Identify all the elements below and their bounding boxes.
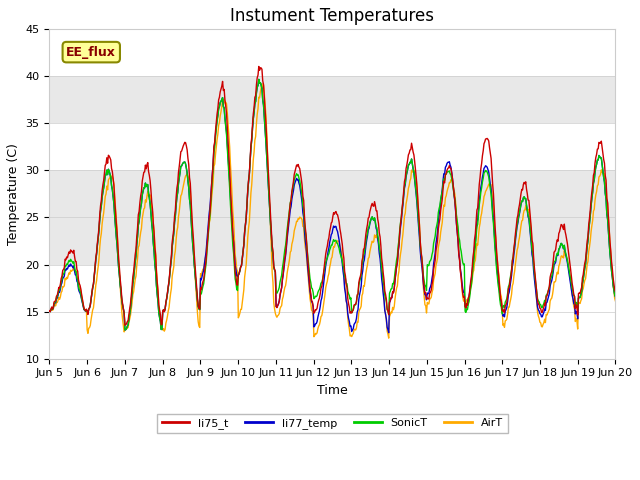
Legend: li75_t, li77_temp, SonicT, AirT: li75_t, li77_temp, SonicT, AirT <box>157 414 508 433</box>
Bar <box>49 76 616 123</box>
Title: Instument Temperatures: Instument Temperatures <box>230 7 435 25</box>
Bar <box>49 170 616 264</box>
Y-axis label: Temperature (C): Temperature (C) <box>7 143 20 245</box>
Text: EE_flux: EE_flux <box>67 46 116 59</box>
X-axis label: Time: Time <box>317 384 348 397</box>
